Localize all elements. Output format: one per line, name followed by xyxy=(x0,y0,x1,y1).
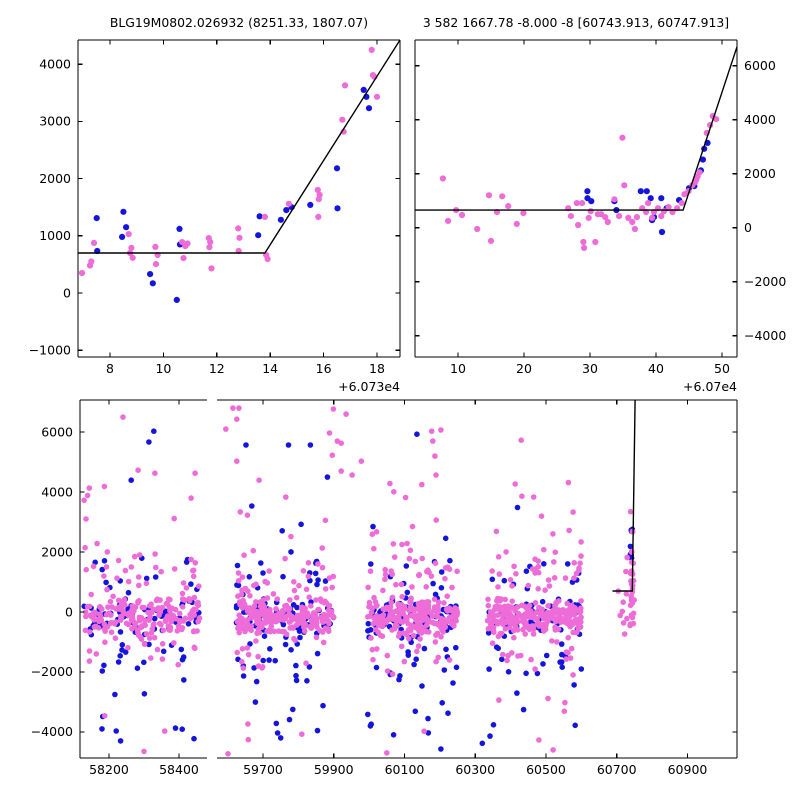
x-tick-label: 59700 xyxy=(243,762,283,777)
y-tick-label: 2000 xyxy=(39,171,71,186)
scatter-points-pink xyxy=(81,414,203,755)
x-tick-label: 20 xyxy=(516,361,532,376)
y-tick-label: 2000 xyxy=(744,166,776,181)
y-tick-label: −1000 xyxy=(29,343,71,358)
y-tick-label: 2000 xyxy=(41,544,73,559)
panel-bottom-left: 58200 58400 −4000 −2000 0 2000 4000 6000 xyxy=(31,399,207,777)
scatter-points-pink xyxy=(223,405,637,757)
x-tick-label: 60900 xyxy=(668,762,708,777)
panel-title-left: BLG19M0802.026932 (8251.33, 1807.07) xyxy=(109,15,369,30)
x-tick-label: 10 xyxy=(450,361,466,376)
axes-spines xyxy=(414,39,738,358)
panel-top-right: 10 20 30 40 50 −4000 −2000 0 2000 4000 6000 +6.07e4 xyxy=(414,39,786,394)
panel-top-left: 8 10 12 14 16 18 −1000 0 1000 2000 3000 4000 +6.073e… xyxy=(29,39,401,395)
x-tick-label: 50 xyxy=(714,361,730,376)
tick-labels: 59700 59900 60100 60300 60500 60700 60900 xyxy=(243,762,707,777)
y-tick-label: −2000 xyxy=(31,664,73,679)
y-tick-label: −2000 xyxy=(744,274,786,289)
x-tick-label: 8 xyxy=(106,361,114,376)
tick-labels: 8 10 12 14 16 18 −1000 0 1000 2000 3000 4000 +6.073e… xyxy=(29,57,400,395)
x-tick-label: 60700 xyxy=(597,762,637,777)
model-line xyxy=(415,46,737,211)
tick-labels: 58200 58400 −4000 −2000 0 2000 4000 6000 xyxy=(31,424,199,777)
axes-spines xyxy=(217,399,738,759)
y-tick-label: 1000 xyxy=(39,228,71,243)
y-tick-label: −4000 xyxy=(744,328,786,343)
y-tick-label: 0 xyxy=(63,285,71,300)
scatter-points-pink xyxy=(78,46,381,277)
x-tick-label: 16 xyxy=(316,361,332,376)
panel-title-right: 3 582 1667.78 -8.000 -8 [60743.913, 6074… xyxy=(422,15,730,30)
y-tick-label: 4000 xyxy=(41,484,73,499)
model-line xyxy=(612,400,636,592)
y-tick-label: 4000 xyxy=(39,57,71,72)
x-tick-label: 59900 xyxy=(314,762,354,777)
y-tick-label: 0 xyxy=(65,604,73,619)
x-tick-label: 60100 xyxy=(385,762,425,777)
y-tick-label: 3000 xyxy=(39,114,71,129)
x-tick-label: 18 xyxy=(369,361,385,376)
x-tick-label: 14 xyxy=(262,361,278,376)
y-tick-label: 4000 xyxy=(744,112,776,127)
x-tick-label: 10 xyxy=(155,361,171,376)
y-tick-label: 0 xyxy=(744,220,752,235)
x-tick-label: 40 xyxy=(648,361,664,376)
x-tick-label: 60300 xyxy=(455,762,495,777)
x-tick-label: 58400 xyxy=(159,762,199,777)
panel-bottom-right: 59700 59900 60100 60300 60500 60700 60900 xyxy=(217,399,738,777)
x-axis-offset-label: +6.073e4 xyxy=(338,379,400,394)
x-tick-label: 60500 xyxy=(526,762,566,777)
axes-spines xyxy=(77,39,401,358)
y-tick-label: 6000 xyxy=(744,58,776,73)
x-tick-label: 30 xyxy=(582,361,598,376)
x-tick-label: 58200 xyxy=(89,762,129,777)
y-tick-label: −4000 xyxy=(31,724,73,739)
model-line xyxy=(78,40,400,254)
scatter-points-blue xyxy=(93,86,373,303)
scatter-points-pink xyxy=(439,113,720,251)
x-tick-label: 12 xyxy=(209,361,225,376)
tick-labels: 10 20 30 40 50 −4000 −2000 0 2000 4000 6000 +6.07e4 xyxy=(450,58,786,394)
y-tick-label: 6000 xyxy=(41,424,73,439)
x-axis-offset-label: +6.07e4 xyxy=(683,379,737,394)
axes-spines xyxy=(79,399,207,759)
